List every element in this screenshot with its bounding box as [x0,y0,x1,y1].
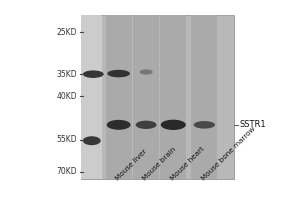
Text: Mouse liver: Mouse liver [114,148,148,181]
Bar [81,15,102,179]
Text: 35KD: 35KD [56,70,77,79]
Bar [106,15,132,179]
Bar [160,15,186,179]
Text: 25KD: 25KD [56,28,77,37]
Ellipse shape [107,70,130,77]
Ellipse shape [140,69,153,75]
Bar [133,15,159,179]
Text: Mouse bone marrow: Mouse bone marrow [200,125,256,181]
Ellipse shape [194,121,215,129]
Text: Mouse brain: Mouse brain [142,146,177,181]
Text: 40KD: 40KD [56,92,77,101]
Ellipse shape [107,120,130,130]
Ellipse shape [83,70,104,78]
Text: Mouse heart: Mouse heart [169,145,205,181]
Bar [81,15,234,179]
Ellipse shape [136,121,157,129]
Text: 55KD: 55KD [56,135,77,144]
Text: 70KD: 70KD [56,167,77,176]
Ellipse shape [161,120,186,130]
Bar [191,15,218,179]
Text: SSTR1: SSTR1 [240,120,266,129]
Ellipse shape [83,136,101,145]
